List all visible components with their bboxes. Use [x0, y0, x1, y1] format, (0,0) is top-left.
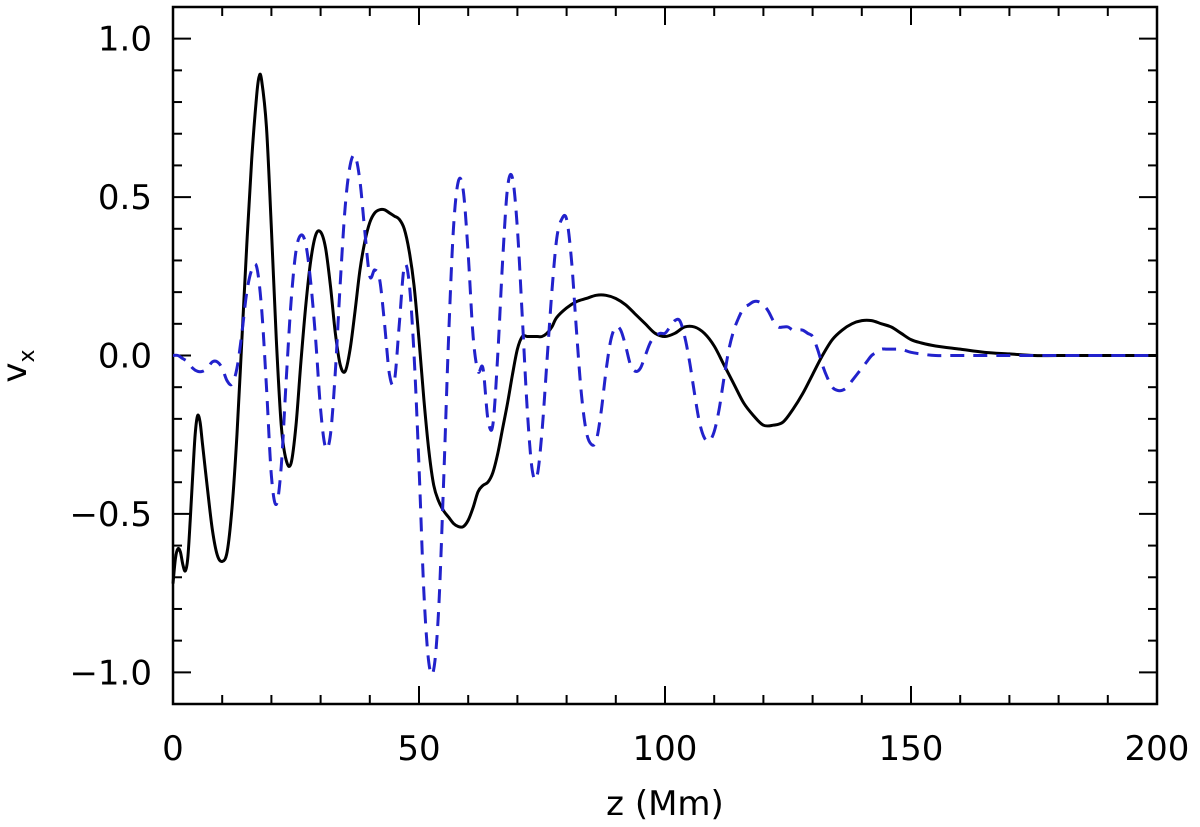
y-axis-label: vx — [0, 349, 40, 382]
y-tick-label: 0.0 — [98, 337, 152, 377]
y-tick-label: 1.0 — [98, 20, 152, 60]
x-axis-label: z (Mm) — [606, 784, 724, 824]
y-tick-label: −1.0 — [69, 653, 152, 693]
x-tick-label: 200 — [1125, 729, 1190, 769]
y-axis-label-subscript: x — [15, 349, 40, 362]
y-tick-label: −0.5 — [69, 495, 152, 535]
tick-labels: 0 50 100 150 200 −1.0 −0.5 0.0 0.5 1.0 — [69, 20, 1189, 769]
series-layer — [171, 72, 1157, 676]
x-tick-label: 50 — [397, 729, 440, 769]
series-line-solid — [171, 72, 1157, 584]
x-tick-label: 100 — [633, 729, 698, 769]
x-tick-label: 0 — [162, 729, 184, 769]
series-line-dashed — [172, 153, 1157, 676]
y-tick-label: 0.5 — [98, 178, 152, 218]
x-tick-label: 150 — [879, 729, 944, 769]
axis-ticks — [172, 7, 1158, 704]
y-axis-label-main: v — [0, 362, 35, 382]
